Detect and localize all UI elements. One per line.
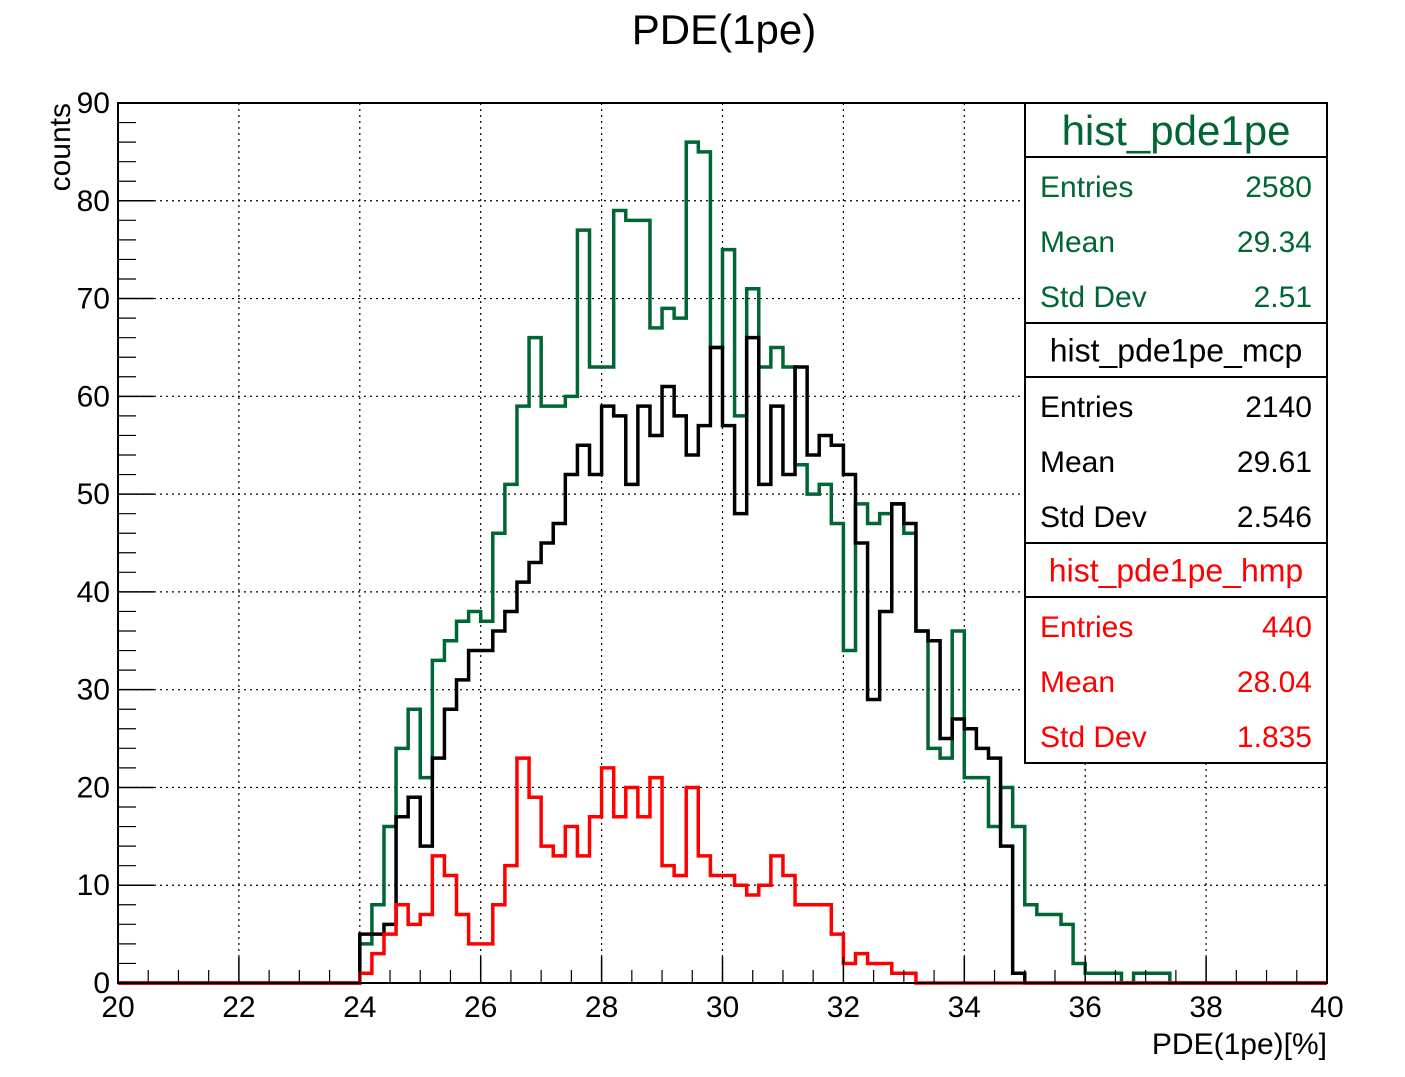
stats-label: Mean: [1040, 666, 1115, 699]
y-tick-label: 10: [77, 869, 110, 902]
axes: 20 22 24 26 28 30 32 34 36 38 40 0 10 20 30 40 50 60 70 80 9…: [77, 87, 1344, 1024]
stats-label: Mean: [1040, 446, 1115, 479]
x-tick-label: 20: [101, 991, 134, 1024]
stats-value: 440: [1262, 611, 1312, 644]
stats-value: 29.61: [1237, 446, 1312, 479]
stats-title: hist_pde1pe_hmp: [1049, 553, 1303, 589]
stats-label: Std Dev: [1040, 721, 1147, 754]
x-tick-label: 22: [222, 991, 255, 1024]
x-tick-label: 40: [1310, 991, 1343, 1024]
stats-label: Entries: [1040, 391, 1133, 424]
y-tick-label: 90: [77, 87, 110, 120]
y-tick-label: 70: [77, 283, 110, 316]
y-tick-label: 30: [77, 674, 110, 707]
stats-value: 1.835: [1237, 721, 1312, 754]
x-tick-label: 24: [343, 991, 376, 1024]
stats-value: 2.546: [1237, 501, 1312, 534]
stats-box-hist_pde1pe_hmp: hist_pde1pe_hmp Entries 440 Mean 28.04 Std De…: [1024, 542, 1328, 764]
histogram-hist_pde1pe_mcp: [118, 335, 1327, 985]
x-tick-label: 38: [1189, 991, 1222, 1024]
stats-label: Std Dev: [1040, 281, 1147, 314]
x-tick-label: 34: [948, 991, 981, 1024]
stats-value: 2140: [1245, 391, 1312, 424]
stats-label: Entries: [1040, 611, 1133, 644]
y-tick-label: 0: [93, 967, 110, 1000]
stats-boxes: hist_pde1pe Entries 2580 Mean 29.34 Std Dev 2.…: [1024, 102, 1328, 764]
stats-value: 28.04: [1237, 666, 1312, 699]
x-tick-label: 30: [706, 991, 739, 1024]
stats-title: hist_pde1pe_mcp: [1050, 333, 1303, 369]
y-tick-label: 20: [77, 771, 110, 804]
chart-title: PDE(1pe): [632, 6, 816, 53]
stats-value: 2.51: [1254, 281, 1312, 314]
histogram-hist_pde1pe: [118, 140, 1327, 985]
x-tick-label: 28: [585, 991, 618, 1024]
stats-box-frame: [1024, 542, 1328, 764]
x-axis-title: PDE(1pe)[%]: [1152, 1028, 1327, 1061]
stats-label: Entries: [1040, 171, 1133, 204]
x-tick-label: 32: [827, 991, 860, 1024]
stats-label: Std Dev: [1040, 501, 1147, 534]
stats-title: hist_pde1pe: [1062, 107, 1291, 154]
y-tick-label: 80: [77, 185, 110, 218]
x-tick-label: 36: [1069, 991, 1102, 1024]
stats-label: Mean: [1040, 226, 1115, 259]
y-tick-label: 60: [77, 380, 110, 413]
y-axis-title: counts: [44, 103, 77, 191]
stats-value: 2580: [1245, 171, 1312, 204]
stats-box-hist_pde1pe_mcp: hist_pde1pe_mcp Entries 2140 Mean 29.61 Std D…: [1024, 322, 1328, 544]
x-tick-label: 26: [464, 991, 497, 1024]
y-tick-label: 50: [77, 478, 110, 511]
stats-value: 29.34: [1237, 226, 1312, 259]
stats-box-hist_pde1pe: hist_pde1pe Entries 2580 Mean 29.34 Std Dev 2.…: [1024, 102, 1328, 324]
y-tick-label: 40: [77, 576, 110, 609]
